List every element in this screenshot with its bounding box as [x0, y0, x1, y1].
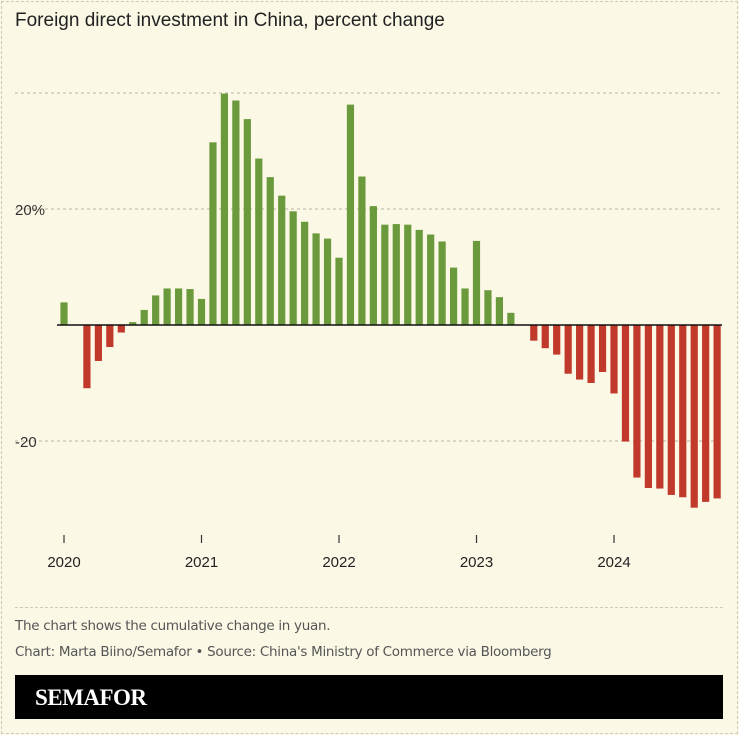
bar [587, 325, 595, 383]
bar [140, 309, 148, 325]
brand-bar: SEMAFOR [15, 675, 723, 719]
bar [530, 325, 538, 341]
bar [610, 325, 618, 394]
bar [106, 325, 114, 348]
bar [94, 325, 102, 361]
bar [163, 288, 171, 325]
bar-chart: 20% -20 2020 2021 2022 2023 2024 [15, 92, 722, 571]
bar [702, 325, 710, 502]
chart-note: The chart shows the cumulative change in… [15, 618, 331, 634]
bar [312, 233, 320, 325]
bar [449, 267, 458, 325]
semafor-logo: SEMAFOR [35, 685, 147, 710]
bar [117, 325, 125, 333]
bar [553, 325, 561, 355]
x-tick-label: 2022 [322, 554, 355, 571]
bar [346, 104, 355, 325]
x-tick-label: 2020 [47, 554, 80, 571]
bar [472, 240, 481, 325]
bar [323, 238, 332, 325]
bar [232, 100, 240, 325]
bar [266, 177, 274, 325]
bar [174, 288, 183, 325]
bar [461, 288, 469, 325]
bar [83, 325, 91, 389]
bar [415, 229, 423, 325]
bar [381, 224, 389, 325]
bar [713, 325, 721, 499]
chart-credit: Chart: Marta Biino/Semafor • Source: Chi… [15, 644, 552, 660]
bar [369, 206, 377, 325]
x-tick-label: 2023 [460, 554, 493, 571]
chart-title: Foreign direct investment in China, perc… [15, 10, 445, 31]
bar [301, 221, 309, 325]
x-tick-label: 2024 [597, 554, 630, 571]
bar [564, 325, 572, 374]
bar [335, 257, 343, 325]
bar [129, 322, 137, 325]
bar [438, 241, 446, 325]
bar [644, 325, 652, 488]
bar [278, 195, 286, 325]
y-tick-label: -20 [15, 434, 37, 451]
bar [667, 325, 675, 495]
bar [484, 290, 492, 325]
bar [186, 289, 194, 325]
bar [197, 298, 206, 325]
bar [690, 325, 698, 508]
bar [152, 295, 160, 325]
bar [60, 302, 68, 325]
bar [576, 325, 584, 380]
bar [598, 325, 607, 372]
bar [220, 93, 229, 325]
bar [679, 325, 687, 498]
bar [392, 224, 400, 325]
bar [621, 325, 630, 442]
bar [255, 158, 263, 325]
bar [243, 119, 251, 325]
bar [289, 211, 297, 325]
bar [656, 325, 664, 489]
bar [507, 312, 515, 325]
bar [541, 325, 549, 349]
bar [358, 176, 366, 325]
footer-divider [15, 607, 723, 608]
bar [495, 297, 504, 325]
x-tick-label: 2021 [185, 554, 218, 571]
bar [633, 325, 641, 478]
bar [404, 224, 412, 325]
bar [209, 142, 217, 325]
bar [427, 234, 435, 325]
y-tick-label: 20% [15, 202, 45, 219]
